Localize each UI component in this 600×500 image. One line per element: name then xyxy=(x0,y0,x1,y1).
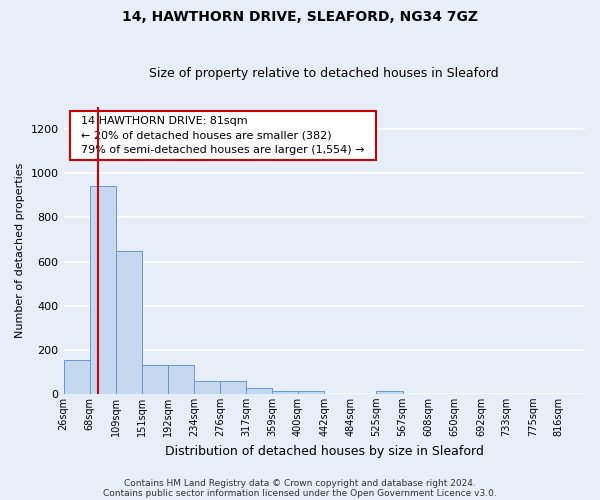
Bar xyxy=(220,381,246,394)
Text: Contains HM Land Registry data © Crown copyright and database right 2024.: Contains HM Land Registry data © Crown c… xyxy=(124,478,476,488)
Bar xyxy=(64,360,90,394)
Bar xyxy=(298,391,324,394)
Bar xyxy=(90,186,116,394)
Bar xyxy=(167,365,194,394)
Bar xyxy=(246,388,272,394)
X-axis label: Distribution of detached houses by size in Sleaford: Distribution of detached houses by size … xyxy=(165,444,484,458)
Bar xyxy=(194,381,220,394)
Bar xyxy=(376,391,403,394)
Bar xyxy=(272,391,298,394)
Text: Contains public sector information licensed under the Open Government Licence v3: Contains public sector information licen… xyxy=(103,488,497,498)
Title: Size of property relative to detached houses in Sleaford: Size of property relative to detached ho… xyxy=(149,66,499,80)
Bar xyxy=(142,365,167,394)
Bar xyxy=(116,251,142,394)
Text: 14 HAWTHORN DRIVE: 81sqm
  ← 20% of detached houses are smaller (382)
  79% of s: 14 HAWTHORN DRIVE: 81sqm ← 20% of detach… xyxy=(74,116,371,156)
Text: 14, HAWTHORN DRIVE, SLEAFORD, NG34 7GZ: 14, HAWTHORN DRIVE, SLEAFORD, NG34 7GZ xyxy=(122,10,478,24)
Y-axis label: Number of detached properties: Number of detached properties xyxy=(15,163,25,338)
